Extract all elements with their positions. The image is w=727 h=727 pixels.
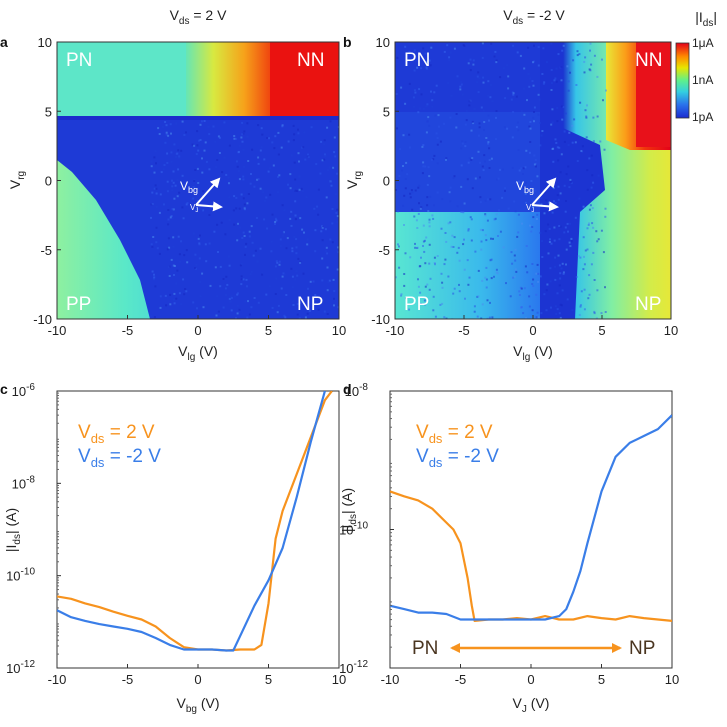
x-ticks-d: -10 -5 0 5 10 — [381, 664, 679, 687]
corner-pp-a: PP — [66, 294, 91, 315]
axes-arrows-b: Vbg VJ — [516, 177, 559, 214]
x-tick-label: 0 — [529, 323, 536, 338]
x-ticks-b: -10 -5 0 5 10 — [386, 315, 678, 338]
x-tick-label: -5 — [122, 323, 134, 338]
y-tick-label: -5 — [378, 243, 390, 258]
panel-c: c Vds = 2 V Vds = -2 V -10 -5 0 5 10 10-6 10-… — [0, 381, 346, 715]
y-tick-label: 10 — [38, 35, 52, 50]
colorbar-label-bottom: 1pA — [692, 110, 713, 124]
arrow-label-vbg-a: Vbg — [180, 179, 198, 195]
x-tick-label: 5 — [265, 323, 272, 338]
legend-d-vds-minus2v: Vds = -2 V — [416, 446, 499, 470]
x-tick-label: 0 — [194, 672, 201, 687]
legend-d-vds-2v: Vds = 2 V — [416, 422, 493, 446]
axes-arrows-a: Vbg VJ — [180, 177, 223, 214]
y-label-c: |Ids| (A) — [3, 508, 23, 552]
y-tick-label: 10-12 — [6, 659, 35, 676]
x-label-c: Vbg (V) — [176, 695, 219, 715]
panel-a-label: a — [0, 34, 8, 50]
x-tick-label: 10 — [332, 323, 346, 338]
y-tick-label: 10-10 — [6, 567, 35, 584]
series-line-vds-minus2v-c — [57, 391, 326, 652]
panel-a-title: Vds = 2 V — [170, 7, 228, 27]
y-label-d: |Ids| (A) — [339, 488, 359, 532]
panel-d-label: d — [343, 381, 352, 397]
arrow-label-vj-a: VJ — [190, 203, 198, 214]
annotation-np: NP — [629, 638, 655, 659]
y-tick-label: -5 — [40, 243, 52, 258]
x-tick-label: 0 — [194, 323, 201, 338]
y-tick-label: -10 — [33, 312, 52, 327]
y-tick-label: 5 — [45, 104, 52, 119]
y-ticks-b: 10 5 0 -5 -10 — [371, 35, 399, 327]
x-tick-label: 5 — [598, 323, 605, 338]
x-tick-label: -10 — [381, 672, 400, 687]
y-tick-label: 10 — [376, 35, 390, 50]
colorbar-title: |Ids| — [695, 9, 717, 29]
corner-np-a: NP — [297, 294, 323, 315]
x-ticks-a: -10 -5 0 5 10 — [48, 315, 346, 338]
panel-b: b Vds = -2 V PN NN PP NP Vbg VJ -10 -5 0 5 1… — [343, 7, 678, 363]
x-tick-label: -10 — [48, 672, 67, 687]
corner-nn-b: NN — [635, 50, 662, 71]
colorbar-label-mid: 1nA — [692, 73, 713, 87]
y-ticks-a: 10 5 0 -5 -10 — [33, 35, 61, 327]
annotation-pn: PN — [412, 638, 438, 659]
colorbar-label-top: 1μA — [692, 36, 714, 50]
x-tick-label: -10 — [386, 323, 405, 338]
x-label-b: Vlg (V) — [513, 343, 553, 363]
legend-c-vds-minus2v: Vds = -2 V — [78, 446, 161, 470]
y-label-b: Vrg — [344, 171, 364, 189]
x-tick-label: 5 — [598, 672, 605, 687]
arrow-label-vbg-b: Vbg — [516, 179, 534, 195]
colorbar-gradient — [675, 42, 690, 119]
panel-d: d Vds = 2 V Vds = -2 V PN NP -10 -5 0 5 10 1… — [339, 381, 679, 715]
y-tick-label: 10-8 — [12, 474, 36, 491]
x-tick-label: -5 — [458, 323, 470, 338]
corner-np-b: NP — [635, 294, 661, 315]
x-tick-label: 5 — [265, 672, 272, 687]
arrow-label-vj-b: VJ — [526, 203, 534, 214]
series-line-vds-minus2v-d — [390, 414, 672, 621]
heatmap-b-noise — [395, 42, 607, 319]
x-tick-label: -5 — [122, 672, 134, 687]
heatmap-b — [395, 42, 671, 319]
panel-a: a Vds = 2 V PN NN PP NP Vbg VJ -10 -5 0 5 10… — [0, 7, 346, 363]
heatmap-a — [57, 42, 339, 319]
panel-c-label: c — [0, 381, 8, 397]
y-tick-label: 0 — [45, 174, 52, 189]
x-tick-label: 10 — [664, 323, 678, 338]
series-line-vds-2v-d — [390, 490, 672, 622]
x-ticks-c: -10 -5 0 5 10 — [48, 664, 346, 687]
y-tick-label: -10 — [371, 312, 390, 327]
x-tick-label: -10 — [48, 323, 67, 338]
x-tick-label: 10 — [665, 672, 679, 687]
corner-pn-b: PN — [404, 50, 430, 71]
panel-b-title: Vds = -2 V — [503, 7, 565, 27]
y-tick-label: 10-12 — [339, 659, 368, 676]
corner-pn-a: PN — [66, 50, 92, 71]
colorbar: |Ids| 1μA 1nA 1pA — [675, 9, 717, 124]
x-tick-label: 0 — [527, 672, 534, 687]
y-tick-label: 0 — [383, 174, 390, 189]
corner-nn-a: NN — [297, 50, 324, 71]
heatmap-a-noise — [150, 120, 339, 319]
x-label-a: Vlg (V) — [178, 343, 218, 363]
legend-c-vds-2v: Vds = 2 V — [78, 422, 155, 446]
y-tick-label: 5 — [383, 104, 390, 119]
y-label-a: Vrg — [7, 171, 27, 189]
panel-b-label: b — [343, 34, 352, 50]
x-tick-label: -5 — [455, 672, 467, 687]
corner-pp-b: PP — [404, 294, 429, 315]
y-tick-label: 10-6 — [12, 382, 36, 399]
y-tick-label: 10-8 — [345, 382, 369, 399]
x-label-d: VJ (V) — [513, 695, 550, 715]
x-tick-label: 10 — [332, 672, 346, 687]
